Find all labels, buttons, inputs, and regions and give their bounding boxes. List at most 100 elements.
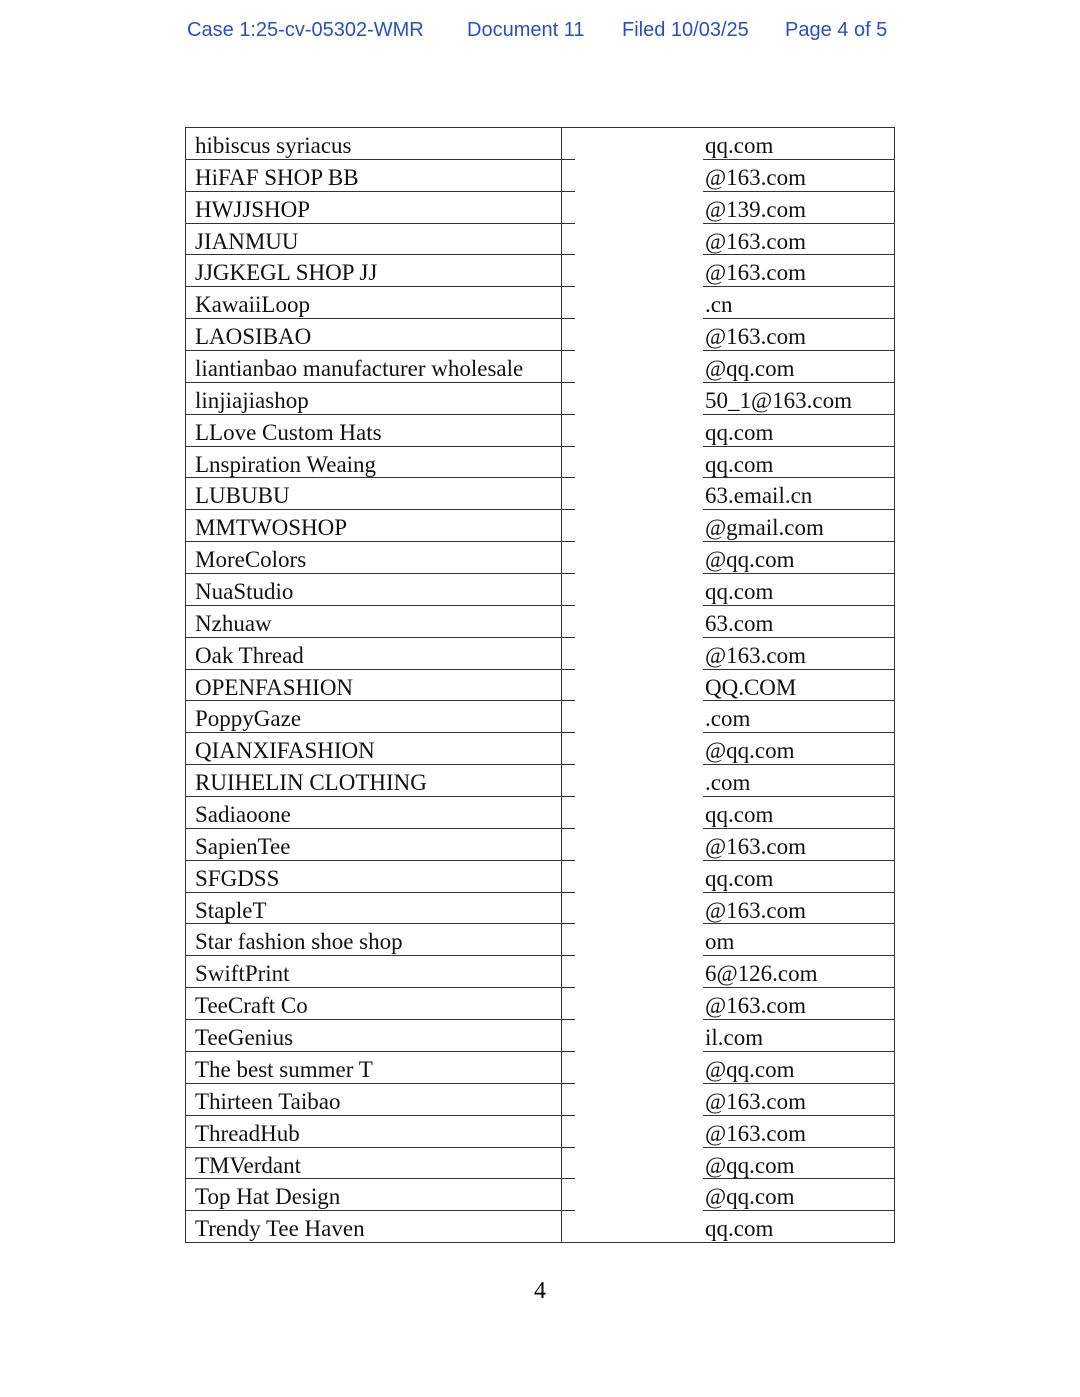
email: @163.com (705, 897, 807, 923)
column-divider (561, 574, 562, 605)
store-name: SFGDSS (195, 865, 280, 891)
store-name: SwiftPrint (195, 961, 290, 987)
store-name: hibiscus syriacus (195, 133, 352, 158)
store-name: liantianbao manufacturer wholesale (195, 356, 524, 382)
page-info: Page 4 of 5 (785, 19, 888, 41)
column-divider (561, 733, 562, 765)
column-divider (561, 542, 562, 574)
column-divider (561, 287, 562, 319)
store-name: Star fashion shoe shop (195, 929, 403, 955)
table-row: Trendy Tee Haven qq.com (186, 1210, 894, 1243)
table-row: NuaStudio qq.com (186, 573, 894, 605)
store-name: Lnspiration Weaing (195, 451, 377, 477)
store-name: Oak Thread (195, 642, 304, 668)
page-number: 4 (534, 1278, 546, 1304)
column-divider (561, 669, 562, 701)
email: @163.com (705, 833, 807, 859)
table-row: linjiajiashop 50_1@163.com (186, 381, 894, 414)
column-divider (561, 924, 562, 956)
column-divider (561, 1083, 562, 1115)
email: @139.com (705, 196, 807, 222)
store-name: ThreadHub (195, 1120, 300, 1146)
email: @163.com (705, 164, 807, 190)
table-row: JIANMUU @163.com (186, 222, 894, 255)
column-divider (561, 1051, 562, 1083)
store-name: OPENFASHION (195, 674, 354, 700)
table-row: Nzhuaw 63.com (186, 604, 894, 637)
document-number: Document 11 (467, 19, 585, 41)
store-name: Top Hat Design (195, 1184, 341, 1210)
column-divider (561, 765, 562, 797)
column-divider (561, 128, 562, 159)
redaction (575, 130, 703, 1242)
email: 50_1@163.com (705, 387, 853, 413)
store-name: RUIHELIN CLOTHING (195, 770, 427, 796)
email: qq.com (705, 865, 774, 891)
table-row: Lnspiration Weaing qq.com (186, 445, 894, 478)
email: @163.com (705, 1120, 807, 1146)
column-divider (561, 956, 562, 988)
table: hibiscus syriacus qq.com HiFAF SHOP BB @163… (185, 127, 895, 1244)
store-name: MoreColors (195, 547, 307, 573)
table-row: hibiscus syriacus qq.com (186, 128, 894, 159)
column-divider (561, 637, 562, 669)
column-divider (561, 1179, 562, 1211)
email: 63.com (705, 610, 774, 636)
store-name: QIANXIFASHION (195, 738, 375, 764)
email: om (705, 929, 735, 955)
email: @163.com (705, 642, 807, 668)
table-row: Top Hat Design @qq.com (186, 1178, 894, 1211)
column-divider (561, 701, 562, 733)
table-row: QIANXIFASHION @qq.com (186, 732, 894, 765)
column-divider (561, 605, 562, 637)
store-name: SapienTee (195, 833, 291, 859)
column-divider (561, 510, 562, 542)
store-name: NuaStudio (195, 579, 294, 605)
store-name: Sadiaoone (195, 802, 291, 828)
store-name: KawaiiLoop (195, 292, 310, 318)
email: @qq.com (705, 1152, 795, 1178)
column-divider (561, 319, 562, 351)
email: 63.email.cn (705, 483, 813, 509)
table-row: SwiftPrint 6@126.com (186, 955, 894, 988)
column-divider (561, 382, 562, 414)
column-divider (561, 191, 562, 223)
store-name: LLove Custom Hats (195, 419, 382, 445)
table-row: TeeGenius il.com (186, 1019, 894, 1051)
column-divider (561, 478, 562, 510)
store-name: linjiajiashop (195, 387, 309, 413)
store-name: TeeCraft Co (195, 993, 308, 1019)
store-name: TMVerdant (195, 1152, 302, 1178)
column-divider (561, 351, 562, 382)
column-divider (561, 159, 562, 191)
email: qq.com (705, 579, 774, 605)
email: @163.com (705, 324, 807, 350)
table-row: SapienTee @163.com (186, 827, 894, 860)
table-row: HiFAF SHOP BB @163.com (186, 158, 894, 191)
email: @163.com (705, 993, 807, 1019)
column-divider (561, 1147, 562, 1179)
store-name: Nzhuaw (195, 610, 272, 636)
column-divider (561, 255, 562, 287)
column-divider (561, 1115, 562, 1147)
email: @163.com (705, 228, 807, 254)
column-divider (561, 860, 562, 892)
column-divider (561, 414, 562, 446)
email: qq.com (705, 802, 774, 828)
column-divider (561, 828, 562, 860)
column-divider (561, 223, 562, 255)
table-row: SFGDSS qq.com (186, 859, 894, 892)
store-name: HWJJSHOP (195, 196, 311, 222)
email: qq.com (705, 1216, 774, 1242)
email: @qq.com (705, 356, 795, 382)
email: @qq.com (705, 547, 795, 573)
store-name: The best summer T (195, 1056, 373, 1082)
table-row: TeeCraft Co @163.com (186, 987, 894, 1020)
email: qq.com (705, 419, 774, 445)
table-row: StapleT @163.com (186, 891, 894, 924)
table-row: OPENFASHION QQ.COM (186, 668, 894, 701)
table-row: PoppyGaze .com (186, 700, 894, 733)
column-divider (561, 1211, 562, 1243)
email: @163.com (705, 1088, 807, 1114)
